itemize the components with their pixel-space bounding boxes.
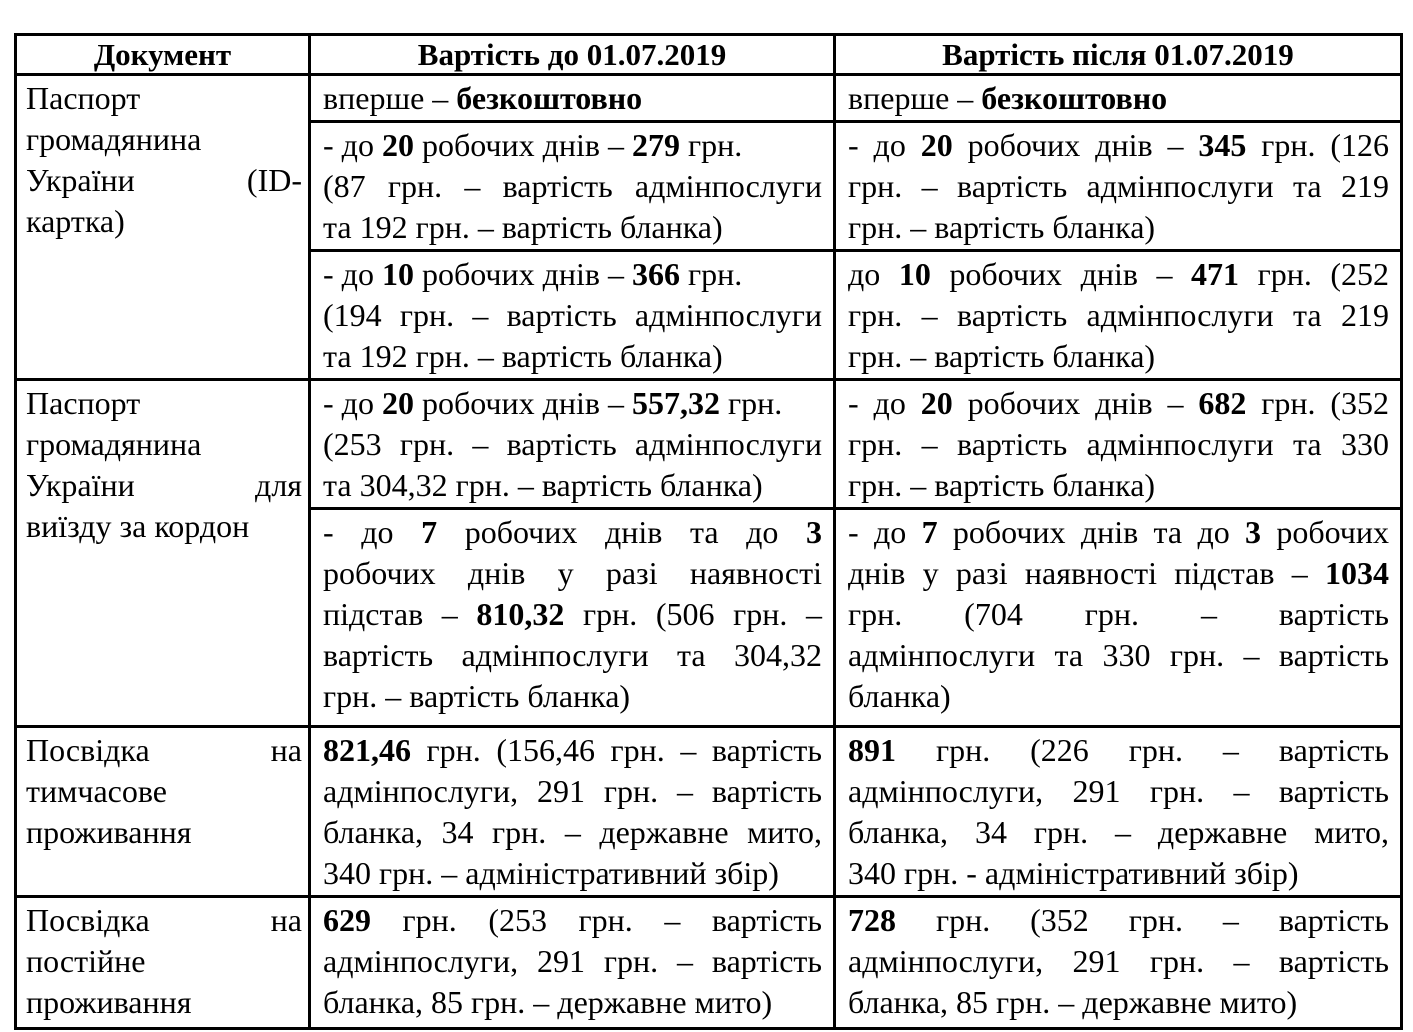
document-cell-residence-temporary: Посвідка на тимчасове проживання	[14, 725, 311, 898]
text-line: бланка, 85 грн. – державне мито)	[323, 984, 773, 1020]
text-line: - до 20 робочих днів – 682 грн. (352	[848, 385, 1390, 421]
text-line: - до 20 робочих днів – 557,32 грн.	[323, 385, 783, 421]
text-line: адмінпослуги, 291 грн. – вартість	[323, 943, 822, 979]
text-line: адмінпослуги та 330 грн. – вартість	[848, 637, 1389, 673]
text-line: 728 грн. (352 грн. – вартість	[848, 902, 1389, 938]
fees-table: Документ Вартість до 01.07.2019 Вартість…	[14, 33, 1403, 1030]
document-cell-passport-id-card: Паспорт громадянина України (ID-картка)	[14, 73, 311, 381]
text-line: постійне	[26, 943, 146, 979]
text-line: грн. – вартість адмінпослуги та 219	[848, 297, 1389, 333]
text-line: (194 грн. – вартість адмінпослуги	[323, 297, 822, 333]
text-line: адмінпослуги, 291 грн. – вартість	[848, 943, 1389, 979]
text-line: грн. – вартість бланка)	[848, 467, 1156, 503]
text-line: бланка, 85 грн. – державне мито)	[848, 984, 1298, 1020]
text-line: грн. – вартість бланка)	[848, 209, 1156, 245]
table-row: - до 7 робочих днів та до 3 робочих днів …	[16, 507, 1403, 728]
text-line: (87 грн. – вартість адмінпослуги	[323, 168, 822, 204]
table-row: Паспорт громадянина України (ID-картка) вп…	[14, 73, 1403, 381]
cost-after-cell: - до 20 робочих днів – 345 грн. (126 грн.…	[833, 120, 1403, 252]
text-line: Посвідка на	[26, 732, 302, 768]
text-line: адмінпослуги, 291 грн. – вартість	[848, 773, 1389, 809]
text-line: вартість адмінпослуги та 304,32	[323, 637, 822, 673]
text-line: грн. – вартість бланка)	[848, 338, 1156, 374]
text-line: - до 7 робочих днів та до 3	[323, 514, 823, 550]
text-line: бланка)	[848, 678, 951, 714]
text-line: Паспорт	[26, 385, 141, 421]
text-line: картка)	[26, 203, 125, 239]
text-line: (253 грн. – вартість адмінпослуги	[323, 426, 822, 462]
text-line: 340 грн. – адміністративний збір)	[323, 855, 779, 891]
text-line: України для	[26, 467, 302, 503]
text-line: 891 грн. (226 грн. – вартість	[848, 732, 1389, 768]
text-line: бланка, 34 грн. – державне мито,	[323, 814, 822, 850]
cost-after-cell: 891 грн. (226 грн. – вартість адмінпослуг…	[833, 725, 1403, 898]
text-line: - до 7 робочих днів та до 3 робочих	[848, 514, 1390, 550]
cost-after-cell: вперше – безкоштовно	[833, 73, 1403, 123]
cost-after-cell: до 10 робочих днів – 471 грн. (252 грн. –…	[833, 249, 1403, 381]
text-line: проживання	[26, 984, 192, 1020]
text-line: - до 10 робочих днів – 366 грн.	[323, 256, 743, 292]
cost-before-cell: вперше – безкоштовно	[308, 73, 836, 123]
document-cell-residence-permanent: Посвідка на постійне проживання	[14, 895, 311, 1030]
cost-after-cell: - до 20 робочих днів – 682 грн. (352 грн.…	[833, 378, 1403, 510]
table-row: - до 20 робочих днів – 279 грн. (87 грн. …	[16, 120, 1403, 252]
table-row: Паспорт громадянина України для виїзду за к…	[14, 378, 1403, 728]
text-line: адмінпослуги, 291 грн. – вартість	[323, 773, 822, 809]
text-line: днів у разі наявності підстав – 1034	[848, 555, 1389, 591]
text-line: грн. – вартість адмінпослуги та 219	[848, 168, 1389, 204]
cost-before-header-cell: Вартість до 01.07.2019	[308, 33, 836, 76]
text-line: підстав – 810,32 грн. (506 грн. –	[323, 596, 822, 632]
text-line: Паспорт	[26, 80, 141, 116]
text-line: та 192 грн. – вартість бланка)	[323, 338, 723, 374]
cost-before-cell: - до 20 робочих днів – 279 грн. (87 грн. …	[308, 120, 836, 252]
cost-before-cell: - до 20 робочих днів – 557,32 грн. (253 г…	[308, 378, 836, 510]
text-line: громадянина	[26, 121, 202, 157]
text-line: - до 20 робочих днів – 345 грн. (126	[848, 127, 1390, 163]
text-line: до 10 робочих днів – 471 грн. (252	[848, 256, 1390, 292]
text-line: бланка, 34 грн. – державне мито,	[848, 814, 1389, 850]
text-line: грн. – вартість бланка)	[323, 678, 631, 714]
header-row: Документ Вартість до 01.07.2019 Вартість…	[14, 33, 1403, 76]
document-header-cell: Документ	[14, 33, 311, 76]
text-line: виїзду за кордон	[26, 508, 250, 544]
text-line: 340 грн. - адміністративний збір)	[848, 855, 1299, 891]
table-row: - до 10 робочих днів – 366 грн. (194 грн.…	[16, 249, 1403, 381]
text-line: грн. – вартість адмінпослуги та 330	[848, 426, 1389, 462]
text-line: проживання	[26, 814, 192, 850]
text-line: 629 грн. (253 грн. – вартість	[323, 902, 822, 938]
cost-after-cell: - до 7 робочих днів та до 3 робочих днів …	[833, 507, 1403, 728]
table-row: Посвідка на постійне проживання 629 грн. (…	[14, 895, 1403, 1030]
cost-before-cell: 629 грн. (253 грн. – вартість адмінпослуг…	[308, 895, 836, 1030]
text-line: грн. (704 грн. – вартість	[848, 596, 1389, 632]
cost-before-cell: - до 10 робочих днів – 366 грн. (194 грн.…	[308, 249, 836, 381]
text-line: Посвідка на	[26, 902, 302, 938]
document-cell-passport-travel: Паспорт громадянина України для виїзду за к…	[14, 378, 311, 728]
cost-before-cell: 821,46 грн. (156,46 грн. – вартість адмін…	[308, 725, 836, 898]
text-line: вперше – безкоштовно	[323, 80, 643, 116]
text-line: України (ID-	[26, 162, 302, 198]
text-line: тимчасове	[26, 773, 167, 809]
cost-after-cell: 728 грн. (352 грн. – вартість адмінпослуг…	[833, 895, 1403, 1030]
text-line: та 192 грн. – вартість бланка)	[323, 209, 723, 245]
text-line: громадянина	[26, 426, 202, 462]
table-row: Посвідка на тимчасове проживання 821,46 гр…	[14, 725, 1403, 898]
text-line: робочих днів у разі наявності	[323, 555, 822, 591]
text-line: та 304,32 грн. – вартість бланка)	[323, 467, 763, 503]
text-line: вперше – безкоштовно	[848, 80, 1168, 116]
cost-after-header-cell: Вартість після 01.07.2019	[833, 33, 1403, 76]
cost-before-cell: - до 7 робочих днів та до 3 робочих днів …	[308, 507, 836, 728]
text-line: - до 20 робочих днів – 279 грн.	[323, 127, 743, 163]
text-line: 821,46 грн. (156,46 грн. – вартість	[323, 732, 822, 768]
